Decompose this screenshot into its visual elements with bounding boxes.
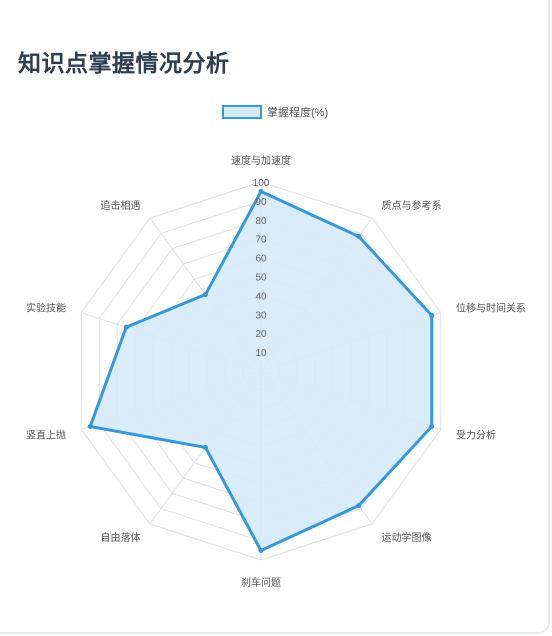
data-point[interactable]: [429, 313, 435, 319]
radial-ticks: 10 20 30 40 50 60 70 80 90 100: [253, 178, 270, 359]
data-point[interactable]: [87, 423, 93, 429]
tick-label: 20: [255, 329, 267, 340]
tick-label: 70: [255, 235, 267, 246]
axis-label: 受力分析: [456, 428, 496, 441]
data-point[interactable]: [123, 324, 129, 330]
data-point[interactable]: [356, 233, 362, 239]
axis-label: 运动学图像: [381, 531, 431, 544]
axis-label: 质点与参考系: [381, 199, 441, 212]
tick-label: 100: [253, 178, 270, 189]
tick-label: 60: [255, 254, 267, 265]
data-point[interactable]: [258, 548, 264, 554]
axis-label: 追击相遇: [101, 199, 141, 212]
tick-label: 80: [255, 216, 267, 227]
axis-label: 竖直上抛: [26, 428, 66, 441]
data-point[interactable]: [202, 444, 208, 450]
legend-swatch: [222, 105, 262, 119]
legend[interactable]: 掌握程度(%): [222, 105, 328, 119]
axis-label: 自由落体: [101, 531, 141, 544]
data-point[interactable]: [258, 188, 264, 194]
tick-label: 50: [255, 273, 267, 284]
data-point[interactable]: [202, 292, 208, 298]
tick-label: 10: [255, 348, 267, 359]
data-point[interactable]: [356, 503, 362, 509]
axis-label: 速度与加速度: [231, 154, 291, 167]
axis-label: 实验技能: [26, 302, 66, 315]
data-point[interactable]: [429, 423, 435, 429]
tick-label: 30: [255, 310, 267, 321]
page-title: 知识点掌握情况分析: [18, 50, 230, 76]
radar-series: [87, 188, 435, 554]
axis-label: 刹车问题: [241, 576, 281, 589]
tick-label: 40: [255, 291, 267, 302]
axis-label: 位移与时间关系: [456, 302, 526, 315]
tick-label: 90: [255, 197, 267, 208]
legend-label: 掌握程度(%): [267, 105, 328, 119]
